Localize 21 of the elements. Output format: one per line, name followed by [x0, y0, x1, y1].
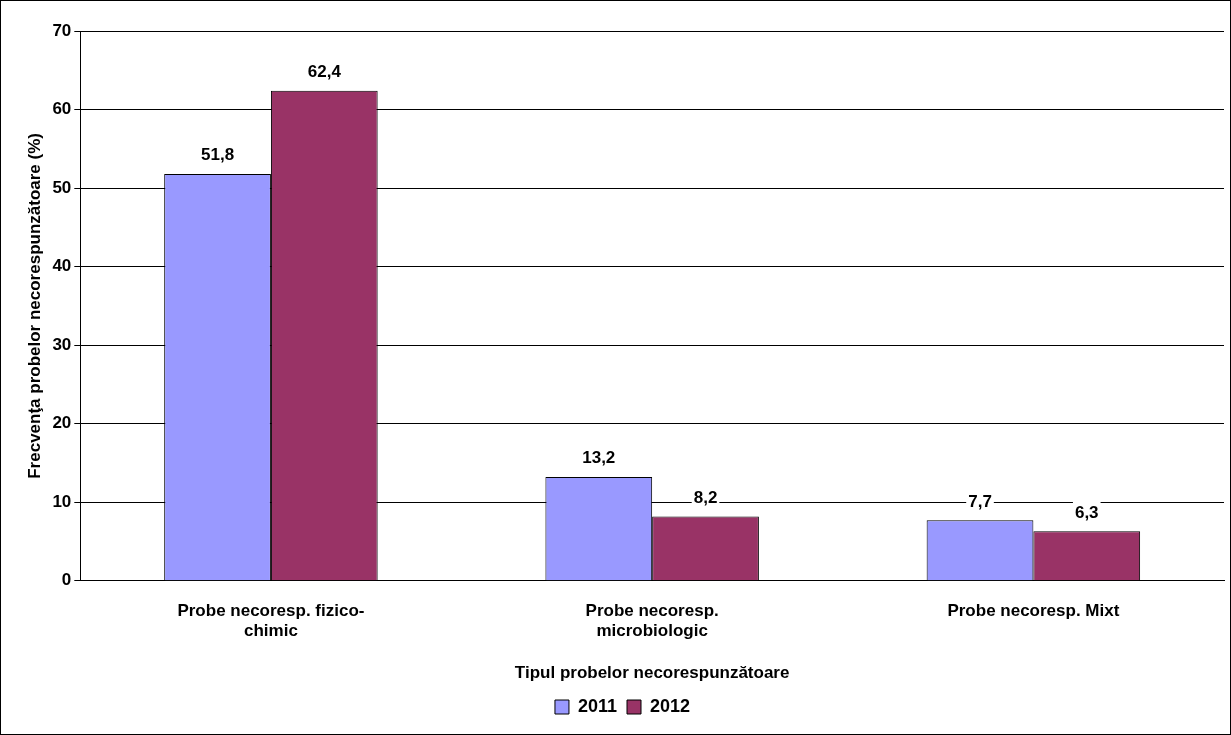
y-tick-label: 70	[52, 20, 72, 40]
x-axis-title: Tipul probelor necorespunzătoare	[514, 663, 790, 683]
y-tick-label: 0	[61, 570, 72, 590]
x-tick-label: Probe necoresp. fizico-chimic	[177, 600, 365, 641]
y-tick-label: 30	[52, 334, 72, 354]
y-tick-label: 50	[52, 177, 72, 197]
y-tick-label: 40	[52, 256, 72, 276]
y-tick-label: 20	[52, 413, 72, 433]
data-label: 62,4	[307, 61, 342, 81]
data-label: 7,7	[968, 491, 992, 511]
y-axis-title: Frecvenţa probelor necorespunzătoare (%)	[24, 133, 44, 479]
y-tick-label: 10	[52, 491, 72, 511]
data-label: 6,3	[1074, 502, 1099, 522]
data-label: 8,2	[693, 487, 718, 507]
data-label: 51,8	[201, 145, 235, 165]
legend-label: 2012	[650, 695, 691, 716]
data-label: 13,2	[582, 448, 616, 468]
x-tick-label: Probe necoresp. microbiologic	[585, 600, 719, 641]
x-tick-label: Probe necoresp. Mixt	[947, 600, 1120, 620]
legend-label: 2011	[577, 695, 618, 716]
y-tick-label: 60	[52, 99, 72, 119]
